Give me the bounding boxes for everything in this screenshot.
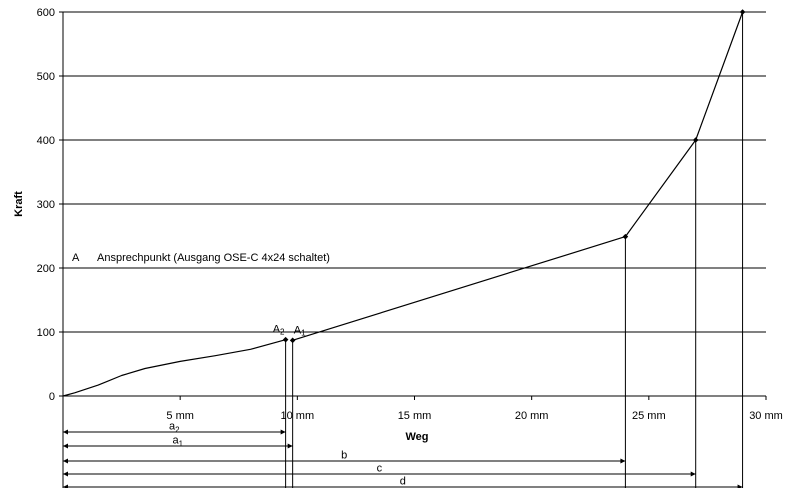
point-label-sub: 1 bbox=[301, 328, 306, 337]
dimension-label: c bbox=[377, 463, 383, 475]
dimension-label-sub: 2 bbox=[175, 426, 180, 435]
x-tick-labels: 5 mm 10 mm 15 mm 20 mm 25 mm 30 mm bbox=[166, 396, 783, 422]
x-tick-label: 20 mm bbox=[515, 410, 549, 422]
arrowhead bbox=[63, 484, 68, 488]
data-point bbox=[739, 9, 746, 15]
series-line bbox=[292, 11, 744, 341]
arrowhead bbox=[280, 429, 286, 435]
y-tick-label: 600 bbox=[37, 7, 55, 19]
gridlines bbox=[63, 11, 766, 333]
dimension-label: d bbox=[400, 476, 406, 488]
arrowhead bbox=[63, 471, 68, 477]
point-label: A2 bbox=[273, 324, 285, 337]
y-tick-label: 0 bbox=[49, 391, 55, 403]
y-tick-label: 200 bbox=[37, 263, 55, 275]
arrowhead bbox=[690, 471, 696, 477]
series-line bbox=[62, 339, 286, 397]
arrowhead bbox=[63, 429, 68, 435]
dimension-label: a2 bbox=[169, 421, 180, 435]
x-axis-title: Weg bbox=[405, 431, 428, 443]
arrowhead bbox=[620, 458, 626, 464]
data-point bbox=[692, 137, 699, 143]
y-tick-label: 500 bbox=[37, 71, 55, 83]
x-tick-label: 10 mm bbox=[281, 410, 315, 422]
drop-lines bbox=[285, 12, 744, 488]
dimension-label: b bbox=[341, 450, 347, 462]
point-label: A1 bbox=[294, 324, 306, 337]
annotation-letter: A bbox=[72, 252, 80, 264]
data-markers bbox=[282, 9, 746, 344]
dimension-label-sub: 1 bbox=[179, 440, 184, 449]
y-tick-label: 100 bbox=[37, 327, 55, 339]
y-axis-title: Kraft bbox=[13, 191, 25, 217]
x-tick-label: 5 mm bbox=[166, 410, 194, 422]
arrowhead bbox=[287, 443, 293, 449]
x-tick-label: 15 mm bbox=[398, 410, 432, 422]
arrowhead bbox=[737, 484, 743, 488]
arrowhead bbox=[63, 458, 68, 464]
data-point bbox=[622, 233, 629, 240]
data-point bbox=[289, 337, 296, 344]
annotation: A Ansprechpunkt (Ausgang OSE-C 4x24 scha… bbox=[72, 252, 330, 264]
series-lines bbox=[62, 11, 744, 397]
annotation-text: Ansprechpunkt (Ausgang OSE-C 4x24 schalt… bbox=[97, 252, 330, 264]
arrowhead bbox=[63, 443, 68, 449]
dimension-label: a1 bbox=[173, 435, 184, 449]
x-tick-label: 30 mm bbox=[749, 410, 783, 422]
point-labels: A2 A1 bbox=[273, 324, 306, 338]
y-tick-labels: 0 100 200 300 400 500 600 bbox=[37, 7, 63, 403]
y-tick-label: 300 bbox=[37, 199, 55, 211]
y-tick-label: 400 bbox=[37, 135, 55, 147]
x-tick-label: 25 mm bbox=[632, 410, 666, 422]
data-point bbox=[282, 336, 289, 343]
point-label-sub: 2 bbox=[280, 328, 285, 337]
